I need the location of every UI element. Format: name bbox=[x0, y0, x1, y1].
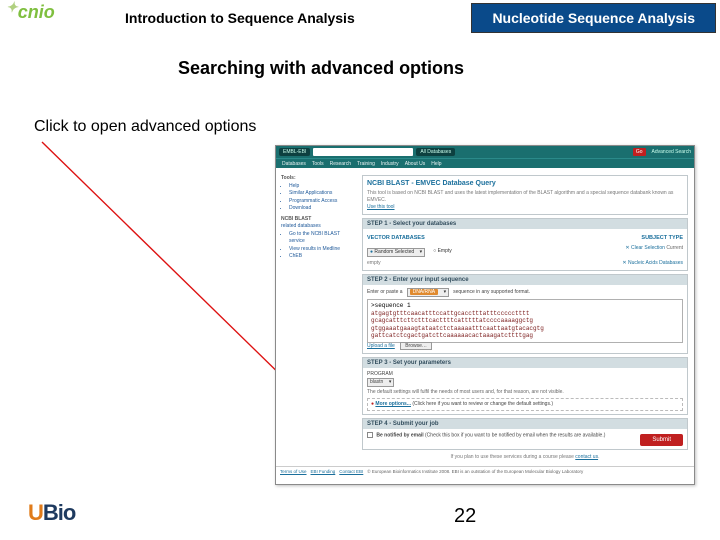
header-center-title: Introduction to Sequence Analysis bbox=[125, 10, 355, 26]
radio-random[interactable]: Random Selected bbox=[367, 248, 425, 257]
step2-format-label: Enter or paste a bbox=[367, 289, 403, 296]
notify-checkbox[interactable] bbox=[367, 432, 373, 438]
search-input[interactable] bbox=[313, 148, 413, 156]
target-icon: ● bbox=[371, 401, 374, 407]
contact-us-link[interactable]: contact us bbox=[575, 454, 598, 460]
cnio-logo: ✦cnio bbox=[6, 2, 55, 23]
subject-nucleic[interactable]: ✕ Nucleic Acids Databases bbox=[622, 260, 683, 267]
db-dropdown[interactable]: All Databases bbox=[416, 148, 455, 156]
embedded-screenshot: EMBL-EBI All Databases Go Advanced Searc… bbox=[275, 145, 695, 485]
menu-item[interactable]: About Us bbox=[405, 161, 426, 167]
more-options-block[interactable]: ● More options... (Click here if you wan… bbox=[367, 398, 683, 411]
more-options-link[interactable]: More options... bbox=[375, 401, 411, 407]
page-number: 22 bbox=[454, 505, 476, 528]
seq-line: gtggaaatgaaagtataatctctaaaaatttcaattaatg… bbox=[371, 325, 679, 333]
page-title: NCBI BLAST - EMVEC Database Query bbox=[367, 179, 683, 189]
radio-empty[interactable]: Empty bbox=[433, 248, 452, 257]
course-note: If you plan to use these services during… bbox=[362, 454, 688, 460]
menu-item[interactable]: Training bbox=[357, 161, 375, 167]
subject-current: Current bbox=[666, 245, 683, 251]
sidebar: Tools: Help Similar Applications Program… bbox=[276, 168, 356, 466]
footer-link[interactable]: Terms of Use bbox=[280, 469, 307, 474]
program-label: PROGRAM bbox=[367, 371, 683, 378]
clear-selection[interactable]: ✕ Clear Selection bbox=[625, 245, 665, 251]
sidebar-item[interactable]: Programmatic Access bbox=[289, 198, 351, 206]
page-subtext: This tool is based on NCBI BLAST and use… bbox=[367, 190, 683, 204]
site-footer: Terms of Use EBI Funding Contact EBI © E… bbox=[276, 466, 694, 476]
menu-item[interactable]: Help bbox=[431, 161, 441, 167]
more-options-tail: (Click here if you want to review or cha… bbox=[412, 401, 553, 407]
step2-format-tail: sequence in any supported format. bbox=[453, 289, 530, 296]
step2-heading: STEP 2 - Enter your input sequence bbox=[363, 275, 687, 285]
sidebar-ncbi-sub: related databases bbox=[281, 223, 351, 231]
sidebar-item[interactable]: Download bbox=[289, 205, 351, 213]
panel-step4: STEP 4 - Submit your job Be notified by … bbox=[362, 418, 688, 450]
browse-button[interactable]: Browse… bbox=[400, 342, 432, 350]
sequence-textarea[interactable]: >sequence 1 atgagtgtttcaacatttccattgcacc… bbox=[367, 299, 683, 343]
seq-line: gattcatctcgactgatcttcaaaaaacactaaagatctt… bbox=[371, 332, 679, 340]
menu-item[interactable]: Industry bbox=[381, 161, 399, 167]
sidebar-item[interactable]: ChEB bbox=[289, 253, 351, 261]
menu-item[interactable]: Research bbox=[330, 161, 351, 167]
step3-note: The default settings will fulfil the nee… bbox=[367, 389, 683, 396]
sidebar-tools-heading: Tools: bbox=[281, 175, 351, 183]
step3-heading: STEP 3 - Set your parameters bbox=[363, 358, 687, 368]
sidebar-ncbi-heading: NCBI BLAST bbox=[281, 216, 351, 224]
sidebar-item[interactable]: Similar Applications bbox=[289, 190, 351, 198]
slide-caption: Click to open advanced options bbox=[34, 118, 256, 136]
sidebar-item[interactable]: View results in Medline bbox=[289, 246, 351, 254]
panel-step3: STEP 3 - Set your parameters PROGRAM bla… bbox=[362, 357, 688, 415]
main-column: NCBI BLAST - EMVEC Database Query This t… bbox=[356, 168, 694, 466]
seq-line: gcagcatttcttctttcacttttcatttttatccccaaaa… bbox=[371, 317, 679, 325]
site-menubar: Databases Tools Research Training Indust… bbox=[276, 158, 694, 168]
step4-heading: STEP 4 - Submit your job bbox=[363, 419, 687, 429]
panel-step1: STEP 1 - Select your databases VECTOR DA… bbox=[362, 218, 688, 272]
step1-heading: STEP 1 - Select your databases bbox=[363, 219, 687, 229]
menu-item[interactable]: Tools bbox=[312, 161, 324, 167]
sidebar-item[interactable]: Help bbox=[289, 183, 351, 191]
program-select[interactable]: blastn bbox=[367, 378, 394, 387]
submit-button[interactable]: Submit bbox=[640, 434, 683, 446]
step1-note: empty bbox=[367, 260, 381, 267]
menu-item[interactable]: Databases bbox=[282, 161, 306, 167]
notify-tail: (Check this box if you want to be notifi… bbox=[425, 432, 605, 438]
go-button[interactable]: Go bbox=[633, 148, 646, 156]
footer-link[interactable]: EBI Funding bbox=[311, 469, 336, 474]
sidebar-item[interactable]: Go to the NCBI BLAST service bbox=[289, 231, 351, 246]
step1-right-label: SUBJECT TYPE bbox=[641, 235, 683, 243]
brand-tag: EMBL-EBI bbox=[279, 148, 310, 156]
advanced-search-link[interactable]: Advanced Search bbox=[652, 149, 691, 155]
notify-label: Be notified by email bbox=[376, 432, 423, 438]
footer-copyright: © European Bioinformatics Institute 2008… bbox=[367, 469, 583, 474]
footer-link[interactable]: Contact EBI bbox=[339, 469, 363, 474]
site-topbar: EMBL-EBI All Databases Go Advanced Searc… bbox=[276, 146, 694, 158]
seq-header: >sequence 1 bbox=[371, 302, 679, 310]
slide-subtitle: Searching with advanced options bbox=[178, 58, 464, 79]
ubio-logo: UBio bbox=[28, 500, 75, 526]
panel-step2: STEP 2 - Enter your input sequence Enter… bbox=[362, 274, 688, 354]
panel-title: NCBI BLAST - EMVEC Database Query This t… bbox=[362, 175, 688, 215]
step1-left-label: VECTOR DATABASES bbox=[367, 235, 425, 243]
upload-file-link[interactable]: Upload a file bbox=[367, 343, 395, 349]
header-badge: Nucleotide Sequence Analysis bbox=[471, 3, 716, 33]
use-this-tool-link[interactable]: Use this tool bbox=[367, 204, 395, 210]
seq-line: atgagtgtttcaacatttccattgcacctttatttccccc… bbox=[371, 310, 679, 318]
format-select[interactable]: DNA/RNA bbox=[407, 288, 450, 297]
